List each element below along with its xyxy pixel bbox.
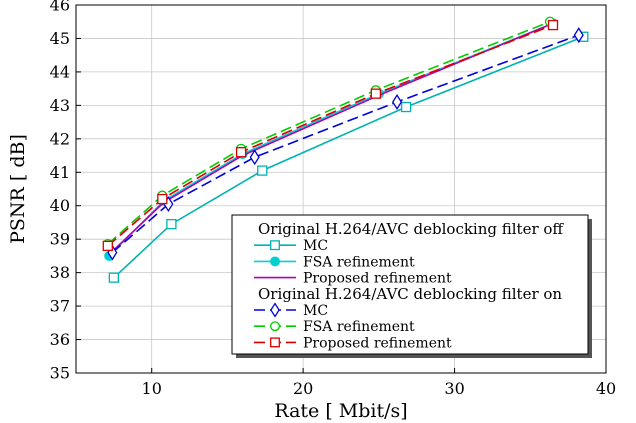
- y-tick-label: 38: [50, 263, 70, 282]
- legend-entry: FSA refinement: [303, 319, 415, 335]
- data-point-circle: [271, 322, 280, 331]
- x-axis-label: Rate [ Mbit/s]: [274, 400, 407, 422]
- data-point-square: [371, 89, 380, 98]
- data-point-square: [271, 338, 280, 347]
- data-point-circle: [271, 257, 280, 266]
- x-tick-label: 10: [142, 379, 162, 398]
- data-point-square: [549, 21, 558, 30]
- data-point-square: [158, 195, 167, 204]
- legend-group-heading: Original H.264/AVC deblocking filter on: [258, 285, 562, 303]
- y-tick-label: 41: [50, 163, 70, 182]
- y-tick-label: 43: [50, 96, 70, 115]
- data-point-square: [271, 241, 280, 250]
- data-point-square: [167, 220, 176, 229]
- legend-entry: Proposed refinement: [303, 335, 452, 351]
- x-tick-label: 30: [444, 379, 464, 398]
- legend: Original H.264/AVC deblocking filter off…: [232, 215, 592, 358]
- x-tick-label: 20: [293, 379, 313, 398]
- legend-entry: MC: [303, 303, 328, 319]
- legend-group-heading: Original H.264/AVC deblocking filter off: [258, 220, 564, 238]
- y-tick-label: 35: [50, 364, 70, 383]
- data-point-square: [109, 273, 118, 282]
- y-tick-label: 39: [50, 230, 70, 249]
- y-tick-label: 36: [50, 330, 70, 349]
- data-point-square: [258, 166, 267, 175]
- legend-entry: MC: [303, 238, 328, 254]
- data-point-square: [402, 103, 411, 112]
- y-tick-label: 40: [50, 196, 70, 215]
- y-tick-label: 42: [50, 129, 70, 148]
- y-tick-label: 44: [50, 62, 70, 81]
- y-tick-label: 46: [50, 0, 70, 15]
- legend-entry: FSA refinement: [303, 254, 415, 270]
- y-tick-label: 37: [50, 297, 70, 316]
- x-tick-label: 40: [596, 379, 616, 398]
- y-axis-label: PSNR [ dB]: [7, 134, 29, 244]
- data-point-square: [103, 241, 112, 250]
- y-tick-label: 45: [50, 29, 70, 48]
- data-point-square: [237, 148, 246, 157]
